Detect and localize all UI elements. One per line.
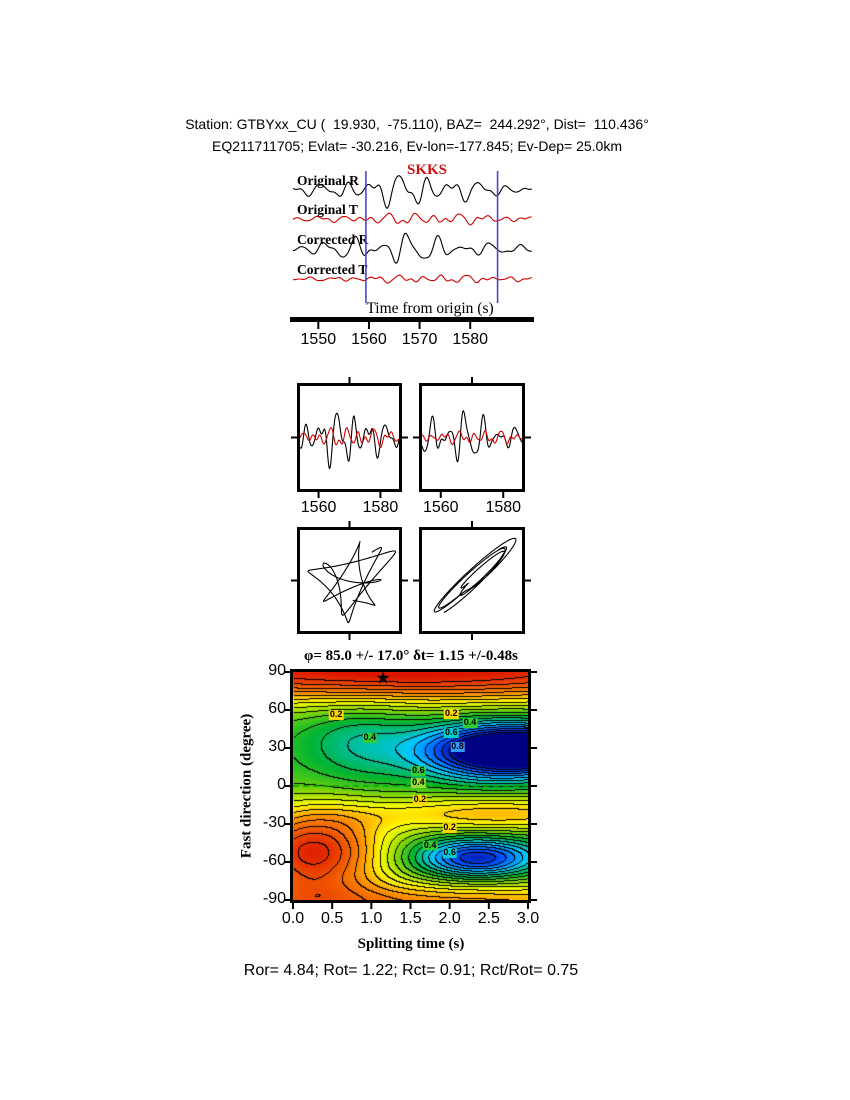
- contour-annotation: 0.8: [450, 740, 465, 752]
- seismogram-window-box-corrected: [419, 383, 525, 492]
- trace-label-original-t: Original T: [297, 202, 358, 217]
- trace-label-corrected-t: Corrected T: [297, 262, 368, 277]
- seis-box-tick-label: 1560: [422, 499, 459, 516]
- time-axis-tick-label: 1560: [351, 331, 387, 348]
- contour-annotation: 0.6: [442, 847, 457, 859]
- time-axis-tick-label: 1570: [401, 331, 438, 348]
- best-solution-star: ★: [375, 668, 391, 688]
- phase-label: SKKS: [407, 162, 448, 178]
- seis-box-tick-label: 1560: [300, 499, 337, 516]
- contour-x-tick-label: 2.5: [477, 910, 500, 927]
- contour-annotation: 0.4: [422, 839, 438, 851]
- contour-y-tick-label: 60: [268, 700, 286, 717]
- contour-annotation: 0.4: [462, 716, 478, 728]
- contour-annotation: 0.2: [443, 707, 459, 719]
- contour-x-tick-label: 3.0: [516, 910, 540, 927]
- contour-annotation: 0.6: [411, 764, 426, 776]
- x-axis-title: Splitting time (s): [357, 936, 465, 952]
- particle-motion-box-corrected: [419, 527, 525, 634]
- error-surface-frame: [290, 669, 531, 903]
- contour-y-tick-label: -30: [262, 814, 286, 831]
- contour-annotation: 0.2: [412, 793, 428, 805]
- contour-y-tick-label: 0: [277, 776, 286, 793]
- contour-x-tick-label: 0.5: [321, 910, 344, 927]
- contour-x-tick-label: 1.5: [399, 910, 422, 927]
- contour-annotation: 0.2: [328, 709, 344, 721]
- measurement-title: φ= 85.0 +/- 17.0° δt= 1.15 +/-0.48s: [304, 648, 518, 664]
- contour-annotation: 0.6: [443, 726, 459, 738]
- seismogram-window-box-original: [297, 383, 402, 492]
- seis-box-tick-label: 1580: [362, 499, 399, 516]
- time-axis-tick-label: 1550: [300, 331, 337, 348]
- event-info-line: EQ211711705; Evlat= -30.216, Ev-lon=-177…: [211, 138, 623, 154]
- contour-annotation: 0.4: [362, 731, 378, 743]
- error-surface-canvas: [293, 672, 528, 900]
- time-axis-line: [290, 317, 534, 322]
- contour-x-tick-label: 0.0: [281, 910, 305, 927]
- contour-annotation: 0.2: [442, 821, 457, 833]
- contour-annotation: 0.4: [411, 777, 426, 789]
- contour-x-tick-label: 2.0: [438, 910, 461, 927]
- particle-motion-box-original: [297, 527, 402, 634]
- time-axis-label: Time from origin (s): [366, 300, 494, 317]
- contour-y-tick-label: 90: [268, 662, 286, 679]
- trace-label-corrected-r: Corrected R: [297, 232, 369, 247]
- contour-x-tick-label: 1.0: [360, 910, 383, 927]
- time-axis-tick-label: 1580: [452, 331, 489, 348]
- trace-label-original-r: Original R: [297, 173, 359, 188]
- contour-y-tick-label: 30: [268, 738, 286, 755]
- seis-box-tick-label: 1580: [485, 499, 522, 516]
- station-info-line: Station: GTBYxx_CU ( 19.930, -75.110), B…: [185, 116, 649, 132]
- contour-y-tick-label: -60: [262, 852, 286, 869]
- results-line: Ror= 4.84; Rot= 1.22; Rct= 0.91; Rct/Rot…: [243, 962, 579, 979]
- contour-y-tick-label: -90: [262, 890, 286, 907]
